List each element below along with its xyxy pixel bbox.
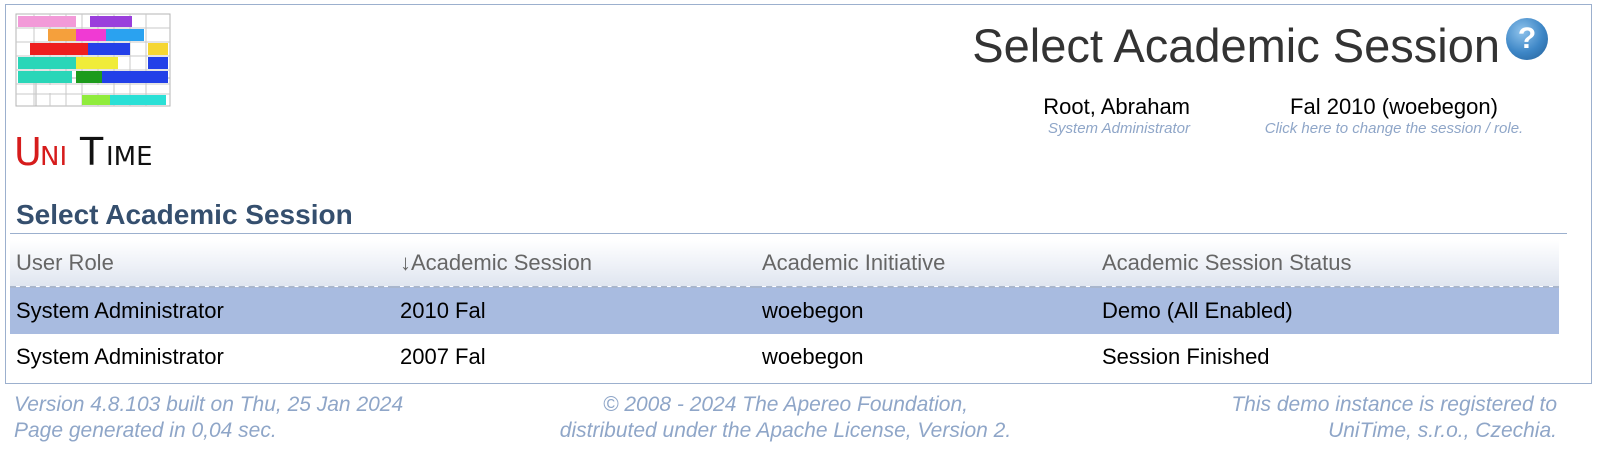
user-info: Root, Abraham System Administrator <box>1043 94 1190 138</box>
copyright-line[interactable]: © 2008 - 2024 The Apereo Foundation, <box>603 393 968 416</box>
section-header: Select Academic Session <box>10 196 1567 234</box>
question-mark-icon[interactable]: ? <box>1506 18 1548 60</box>
change-session-hint[interactable]: Click here to change the session / role. <box>1264 120 1524 137</box>
column-header-academic-initiative[interactable]: Academic Initiative <box>756 240 1096 288</box>
table-header-row: User Role ↓Academic Session Academic Ini… <box>10 240 1559 288</box>
table-row[interactable]: System Administrator 2010 Fal woebegon D… <box>10 287 1559 334</box>
version-line: Version 4.8.103 built on Thu, 25 Jan 202… <box>14 393 404 416</box>
cell-session-status[interactable]: Demo (All Enabled) <box>1096 287 1559 334</box>
footer-registration: This demo instance is registered to UniT… <box>1231 392 1557 444</box>
user-role: System Administrator <box>1048 120 1190 137</box>
svg-text:NI: NI <box>40 142 67 172</box>
cell-academic-session[interactable]: 2010 Fal <box>394 287 756 334</box>
footer-copyright: © 2008 - 2024 The Apereo Foundation, dis… <box>14 392 1557 444</box>
column-header-academic-session[interactable]: ↓Academic Session <box>394 240 756 288</box>
current-session[interactable]: Fal 2010 (woebegon) <box>1290 94 1498 119</box>
unitime-logo[interactable]: U NI T IME <box>14 12 174 174</box>
sessions-table: User Role ↓Academic Session Academic Ini… <box>10 240 1559 380</box>
footer: Version 4.8.103 built on Thu, 25 Jan 202… <box>14 392 1557 452</box>
user-name: Root, Abraham <box>1043 94 1190 119</box>
svg-text:IME: IME <box>106 142 153 172</box>
license-line[interactable]: distributed under the Apache License, Ve… <box>559 419 1012 442</box>
cell-academic-initiative[interactable]: woebegon <box>756 287 1096 334</box>
column-header-session-status[interactable]: Academic Session Status <box>1096 240 1559 288</box>
column-header-user-role[interactable]: User Role <box>10 240 394 288</box>
cell-user-role[interactable]: System Administrator <box>16 344 224 369</box>
registered-line: This demo instance is registered to <box>1231 393 1557 416</box>
table-row[interactable]: System Administrator 2007 Fal woebegon S… <box>10 334 1559 380</box>
session-switcher[interactable]: Fal 2010 (woebegon) Click here to change… <box>1234 94 1554 138</box>
page-title: Select Academic Session <box>972 19 1500 72</box>
unitime-logo-graphic: U NI T IME <box>14 13 171 174</box>
footer-version-info: Version 4.8.103 built on Thu, 25 Jan 202… <box>14 392 403 444</box>
cell-academic-initiative[interactable]: woebegon <box>762 344 864 369</box>
section-title: Select Academic Session <box>16 199 353 230</box>
svg-text:T: T <box>79 130 104 172</box>
registered-to[interactable]: UniTime, s.r.o., Czechia. <box>1328 419 1557 442</box>
cell-user-role[interactable]: System Administrator <box>10 287 394 334</box>
cell-session-status[interactable]: Session Finished <box>1102 344 1270 369</box>
cell-academic-session[interactable]: 2007 Fal <box>400 344 486 369</box>
generated-line: Page generated in 0,04 sec. <box>14 419 277 442</box>
svg-text:U: U <box>14 130 42 172</box>
